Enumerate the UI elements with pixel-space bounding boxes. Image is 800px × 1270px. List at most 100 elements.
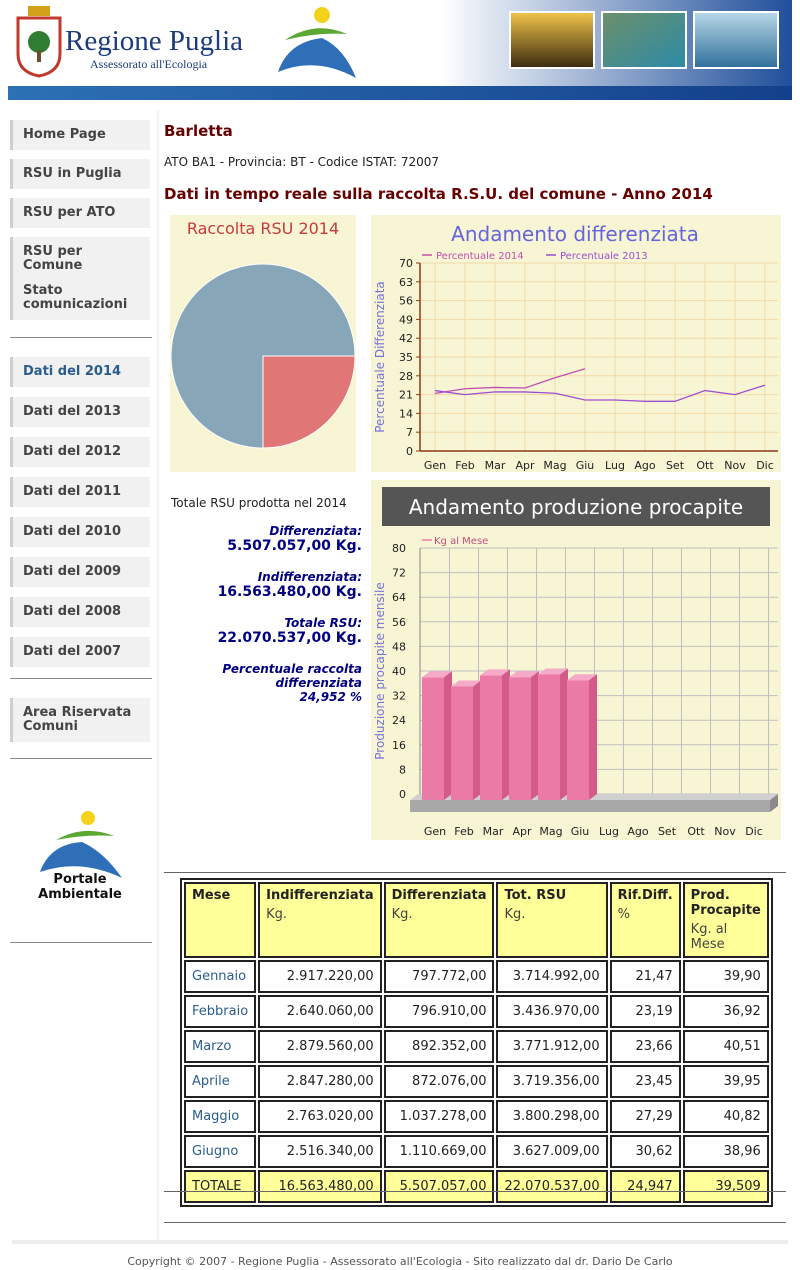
- column-name: Differenziata: [391, 888, 487, 903]
- nav-item[interactable]: Dati del 2009: [10, 557, 150, 587]
- content-separator: [164, 1191, 786, 1192]
- column-name: Tot. RSU: [504, 888, 567, 903]
- x-tick-label: Set: [666, 459, 685, 472]
- nav-item[interactable]: Dati del 2014: [10, 357, 150, 387]
- value-cell: 2.763.020,00: [258, 1100, 382, 1133]
- value-cell: 38,96: [682, 1135, 769, 1168]
- y-tick-label: 14: [399, 407, 413, 420]
- column-unit: Kg.: [266, 907, 288, 922]
- value-cell: 23,45: [609, 1065, 681, 1098]
- month-cell: TOTALE: [184, 1170, 257, 1203]
- summary-value: 5.507.057,00 Kg.: [227, 538, 362, 554]
- y-tick-label: 32: [392, 690, 406, 703]
- header-photo: [601, 11, 687, 69]
- value-cell: 2.847.280,00: [258, 1065, 382, 1098]
- x-tick-label: Mag: [539, 825, 562, 838]
- y-tick-label: 64: [392, 591, 406, 604]
- ecology-logo: [278, 7, 356, 78]
- nav-item[interactable]: Dati del 2010: [10, 517, 150, 547]
- x-tick-label: Dic: [756, 459, 774, 472]
- x-tick-label: Feb: [455, 459, 474, 472]
- nav-item[interactable]: Dati del 2012: [10, 437, 150, 467]
- nav-item[interactable]: Stato comunicazioni: [10, 276, 150, 320]
- y-tick-label: 80: [392, 542, 406, 555]
- x-tick-label: Ago: [627, 825, 649, 838]
- column-unit: %: [617, 907, 630, 922]
- summary-label: Totale RSU:: [284, 616, 362, 630]
- x-tick-label: Giu: [576, 459, 595, 472]
- value-cell: 39,90: [682, 960, 769, 993]
- footer-rule: [12, 1240, 788, 1244]
- column-header: Differenziata Kg.: [383, 882, 495, 958]
- nav-item[interactable]: Home Page: [10, 120, 150, 150]
- x-tick-label: Dic: [745, 825, 763, 838]
- table-row: Giugno 2.516.340,00 1.110.669,00 3.627.009,…: [184, 1135, 769, 1168]
- column-name: Indifferenziata: [266, 888, 374, 903]
- bar-top: [567, 674, 597, 681]
- value-cell: 3.714.992,00: [496, 960, 608, 993]
- month-cell[interactable]: Gennaio: [184, 960, 257, 993]
- bar-top: [538, 668, 568, 675]
- summary-label: Differenziata:: [269, 524, 362, 538]
- section-heading: Dati in tempo reale sulla raccolta R.S.U…: [164, 185, 713, 203]
- bar: [567, 680, 589, 800]
- x-tick-label: Set: [658, 825, 677, 838]
- nav-item[interactable]: Dati del 2008: [10, 597, 150, 627]
- x-tick-label: Apr: [515, 459, 535, 472]
- bar-side: [589, 674, 597, 800]
- month-cell[interactable]: Maggio: [184, 1100, 257, 1133]
- legend-label: Percentuale 2014: [436, 251, 524, 262]
- value-cell: 892.352,00: [383, 1030, 495, 1063]
- x-tick-label: Nov: [714, 825, 736, 838]
- chart-title: Raccolta RSU 2014: [187, 219, 339, 238]
- nav-item[interactable]: RSU per ATO: [10, 198, 150, 228]
- x-tick-label: Mar: [483, 825, 504, 838]
- table-row: Gennaio 2.917.220,00 797.772,00 3.714.992,0…: [184, 960, 769, 993]
- content-separator: [164, 872, 786, 873]
- value-cell: 2.640.060,00: [258, 995, 382, 1028]
- legend-label: Percentuale 2013: [560, 251, 648, 262]
- bar-title-box: [382, 487, 770, 526]
- month-cell[interactable]: Febbraio: [184, 995, 257, 1028]
- column-name: Prod. Procapite: [690, 888, 761, 918]
- nav-item[interactable]: RSU per Comune: [10, 237, 150, 281]
- chart-title: Andamento differenziata: [451, 222, 699, 246]
- summary-value: 24,952 %: [299, 690, 362, 704]
- bar: [509, 677, 531, 800]
- nav-item[interactable]: Dati del 2007: [10, 637, 150, 667]
- value-cell: 23,66: [609, 1030, 681, 1063]
- bar-side: [473, 680, 481, 800]
- nav-item[interactable]: RSU in Puglia: [10, 159, 150, 189]
- summary-value: 22.070.537,00 Kg.: [217, 630, 362, 646]
- series-line: [434, 368, 586, 394]
- table-row: Maggio 2.763.020,00 1.037.278,00 3.800.298,…: [184, 1100, 769, 1133]
- content-separator: [164, 1222, 786, 1223]
- y-tick-label: 16: [392, 739, 406, 752]
- column-header: Mese: [184, 882, 257, 958]
- value-cell: 3.719.356,00: [496, 1065, 608, 1098]
- chart-title: Andamento produzione procapite: [409, 495, 743, 519]
- x-tick-label: Gen: [424, 825, 446, 838]
- value-cell: 40,51: [682, 1030, 769, 1063]
- y-tick-label: 42: [399, 332, 413, 345]
- month-cell[interactable]: Giugno: [184, 1135, 257, 1168]
- nav-item[interactable]: Dati del 2013: [10, 397, 150, 427]
- city-info: ATO BA1 - Provincia: BT - Codice ISTAT: …: [164, 155, 439, 169]
- bar: [480, 675, 502, 800]
- portal-logo-text[interactable]: Portale Ambientale: [38, 872, 122, 902]
- x-tick-label: Apr: [512, 825, 532, 838]
- series-line: [434, 384, 766, 402]
- y-tick-label: 48: [392, 640, 406, 653]
- nav-item[interactable]: Area Riservata Comuni: [10, 698, 150, 742]
- table-row: Febbraio 2.640.060,00 796.910,00 3.436.970,…: [184, 995, 769, 1028]
- nav-item[interactable]: Dati del 2011: [10, 477, 150, 507]
- value-cell: 872.076,00: [383, 1065, 495, 1098]
- month-cell[interactable]: Aprile: [184, 1065, 257, 1098]
- summary: Differenziata: 5.507.057,00 Kg. Indifferen…: [172, 524, 362, 720]
- value-cell: 1.110.669,00: [383, 1135, 495, 1168]
- nav-separator: [10, 758, 152, 759]
- x-tick-label: Ott: [687, 825, 705, 838]
- month-cell[interactable]: Marzo: [184, 1030, 257, 1063]
